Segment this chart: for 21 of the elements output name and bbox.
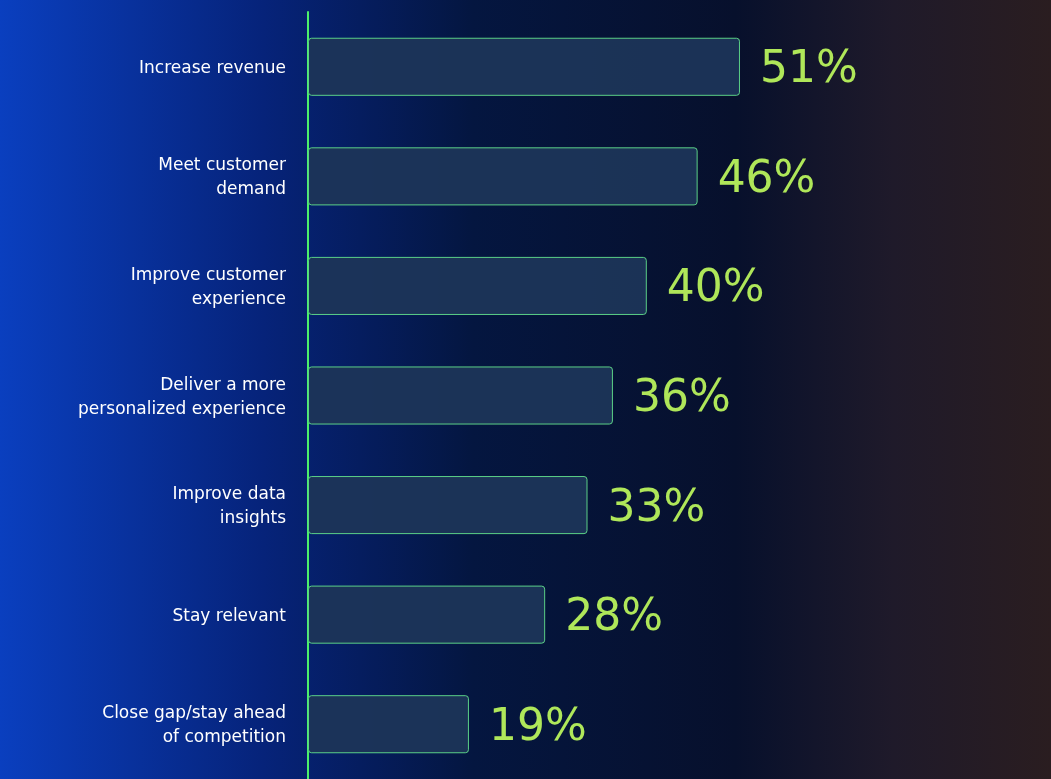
- bar: [308, 585, 546, 644]
- y-tick-label: Deliver a more personalized experience: [78, 373, 286, 418]
- y-tick-label: Improve data insights: [172, 483, 287, 528]
- data-label: 40%: [666, 260, 765, 312]
- bar: [308, 147, 698, 206]
- data-label: 33%: [607, 479, 706, 531]
- bar: [308, 695, 469, 754]
- bar: [308, 256, 647, 315]
- data-label: 46%: [717, 150, 816, 202]
- data-label: 19%: [488, 698, 587, 750]
- y-tick-label: Increase revenue: [139, 56, 286, 77]
- y-tick-label: Improve customer experience: [130, 263, 287, 308]
- bar: [308, 37, 740, 96]
- bar: [308, 476, 588, 535]
- data-label: 51%: [759, 41, 858, 93]
- bar: [308, 366, 613, 425]
- y-tick-label: Meet customer demand: [158, 154, 286, 199]
- data-label: 28%: [565, 589, 663, 641]
- data-label: 36%: [632, 370, 731, 421]
- y-tick-label: Stay relevant: [172, 604, 287, 625]
- y-tick-label: Close gap/stay ahead of competition: [102, 702, 286, 747]
